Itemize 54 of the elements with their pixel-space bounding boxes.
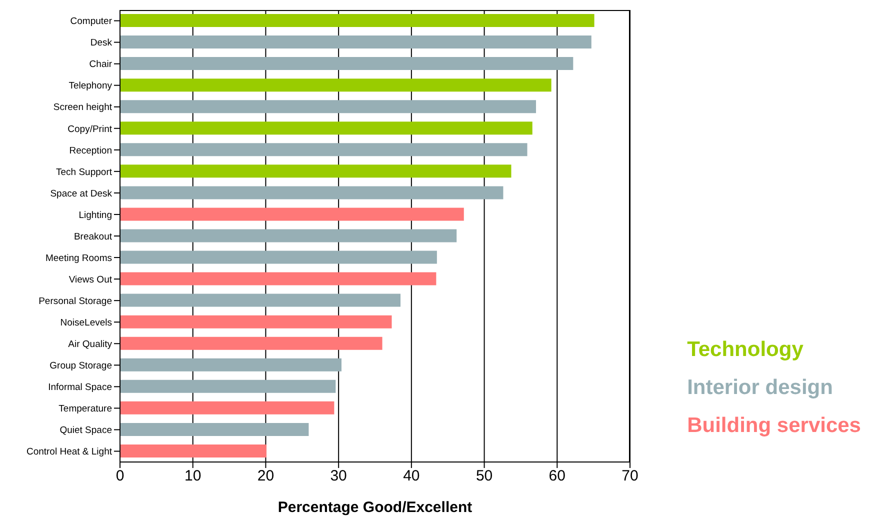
y-tick-label: Tech Support <box>56 166 112 178</box>
bar <box>120 315 392 328</box>
bar <box>120 78 552 92</box>
bar <box>120 401 334 414</box>
y-tick-label: Quiet Space <box>60 425 112 436</box>
bar <box>120 272 436 286</box>
bar <box>120 14 594 27</box>
x-tick-label: 40 <box>403 468 420 485</box>
bar <box>120 57 574 70</box>
x-tick-label: 70 <box>622 468 638 485</box>
y-tick-label: Reception <box>69 145 112 156</box>
bar <box>120 444 266 458</box>
y-tick-label: NoiseLevels <box>60 317 112 328</box>
text: Interior design <box>687 376 834 400</box>
bar <box>120 143 528 156</box>
text: Building services <box>687 414 861 438</box>
bar <box>120 294 400 307</box>
x-tick-label: 0 <box>116 468 124 485</box>
y-tick-label: Lighting <box>78 210 112 221</box>
bar <box>120 36 592 49</box>
y-tick-label: Copy/Print <box>68 124 112 135</box>
y-tick-label: Informal Space <box>48 382 112 394</box>
x-tick-label: 10 <box>184 468 202 485</box>
y-tick-label: Meeting Rooms <box>45 252 112 264</box>
x-tick-label: 50 <box>476 468 493 485</box>
bar <box>120 164 512 178</box>
x-axis-title: Percentage Good/Excellent <box>278 499 472 516</box>
bar <box>120 186 504 200</box>
y-tick-label: Screen height <box>53 102 112 114</box>
bar <box>120 229 457 242</box>
bar <box>120 122 532 135</box>
y-tick-label: Air Quality <box>68 338 112 350</box>
y-tick-label: Chair <box>89 59 112 70</box>
x-tick-label: 30 <box>330 468 347 485</box>
bar <box>120 100 536 114</box>
bar <box>120 380 336 393</box>
bar <box>120 422 309 436</box>
bar <box>120 336 382 350</box>
y-tick-label: Personal Storage <box>38 296 112 307</box>
x-tick-label: 60 <box>548 468 566 485</box>
bar <box>120 250 437 264</box>
text: Technology <box>687 338 804 362</box>
y-tick-label: Space at Desk <box>50 188 112 200</box>
x-tick-label: 20 <box>257 468 274 485</box>
y-tick-label: Group Storage <box>50 360 112 372</box>
y-tick-label: Temperature <box>58 404 112 415</box>
y-tick-label: Telephony <box>68 80 112 92</box>
y-tick-label: Views Out <box>68 274 112 286</box>
bar <box>120 208 464 221</box>
y-tick-label: Computer <box>70 16 112 28</box>
y-tick-label: Desk <box>90 38 112 49</box>
bar <box>120 358 342 372</box>
y-tick-label: Control Heat & Light <box>26 446 112 458</box>
y-tick-label: Breakout <box>74 231 112 242</box>
